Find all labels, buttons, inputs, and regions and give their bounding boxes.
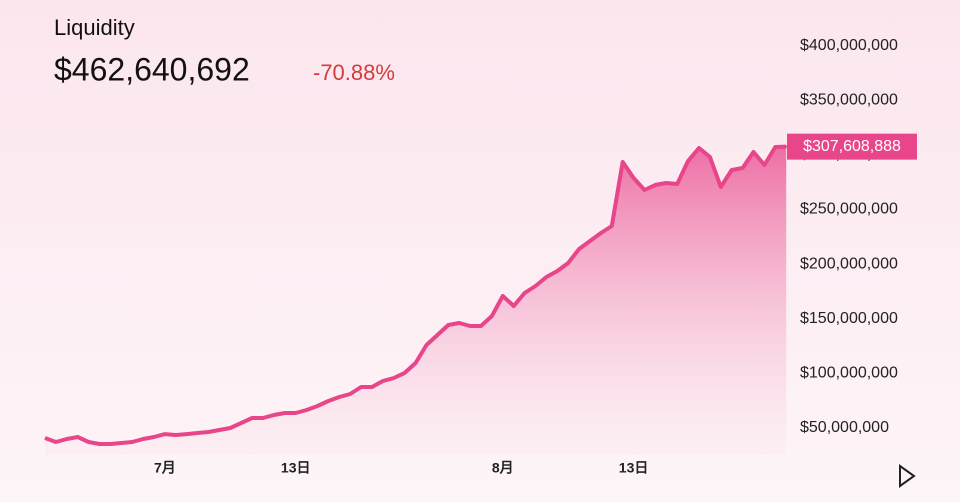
price-badge	[787, 133, 917, 160]
y-tick-label: $150,000,000	[800, 310, 898, 327]
chart-title: Liquidity	[54, 15, 135, 40]
line	[44, 144, 787, 446]
price-label: $307,608,888	[803, 138, 901, 155]
y-tick-label: $350,000,000	[800, 92, 898, 109]
play-button[interactable]	[899, 464, 916, 488]
area	[45, 146, 787, 455]
y-tick-label: $50,000,000	[800, 419, 889, 436]
x-tick-label: 8月	[492, 460, 514, 476]
y-tick-label: $200,000,000	[800, 255, 898, 272]
change: -70.88%	[313, 60, 395, 85]
y-tick-label: $400,000,000	[800, 37, 898, 54]
headline-value: $462,640,692	[54, 51, 250, 87]
y-tick-label: $100,000,000	[800, 364, 898, 381]
x-tick-label: 7月	[154, 460, 176, 476]
x-tick-label: 13日	[619, 460, 649, 476]
y-tick-label: $250,000,000	[800, 201, 898, 218]
x-tick-label: 13日	[281, 460, 311, 476]
